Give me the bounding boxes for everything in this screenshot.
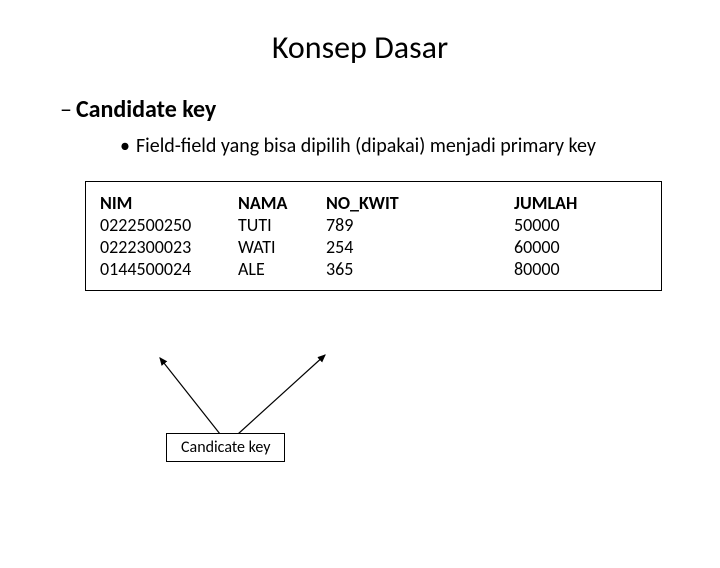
table-cell: 254 bbox=[326, 236, 446, 258]
table-cell: 365 bbox=[326, 258, 446, 280]
column-header: NIM bbox=[100, 192, 220, 214]
column-jumlah: JUMLAH 50000 60000 80000 bbox=[514, 192, 604, 280]
bullet-icon: • bbox=[120, 134, 130, 158]
column-nim: NIM 0222500250 0222300023 0144500024 bbox=[100, 192, 220, 280]
data-table: NIM 0222500250 0222300023 0144500024 NAM… bbox=[100, 192, 643, 280]
table-cell: 50000 bbox=[514, 214, 604, 236]
table-cell: ALE bbox=[238, 258, 308, 280]
table-cell: 0222500250 bbox=[100, 214, 220, 236]
subheading-text: Candidate key bbox=[76, 95, 216, 124]
arrow-line bbox=[238, 355, 325, 434]
page-title: Konsep Dasar bbox=[0, 28, 720, 67]
description: •Field-field yang bisa dipilih (dipakai)… bbox=[120, 134, 660, 159]
table-cell: 0222300023 bbox=[100, 236, 220, 258]
column-header: NAMA bbox=[238, 192, 308, 214]
column-header: JUMLAH bbox=[514, 192, 604, 214]
description-text: Field-field yang bisa dipilih (dipakai) … bbox=[136, 134, 596, 158]
table-cell: TUTI bbox=[238, 214, 308, 236]
table-cell: 60000 bbox=[514, 236, 604, 258]
table-box: NIM 0222500250 0222300023 0144500024 NAM… bbox=[85, 181, 662, 291]
table-cell: WATI bbox=[238, 236, 308, 258]
arrow-line bbox=[160, 358, 220, 434]
table-cell: 80000 bbox=[514, 258, 604, 280]
table-cell: 0144500024 bbox=[100, 258, 220, 280]
column-nokwit: NO_KWIT 789 254 365 bbox=[326, 192, 446, 280]
subheading: –Candidate key bbox=[60, 95, 720, 124]
candidate-key-label: Candicate key bbox=[181, 438, 270, 457]
dash-icon: – bbox=[60, 95, 72, 124]
candidate-key-label-box: Candicate key bbox=[166, 433, 285, 462]
table-cell: 789 bbox=[326, 214, 446, 236]
column-nama: NAMA TUTI WATI ALE bbox=[238, 192, 308, 280]
column-header: NO_KWIT bbox=[326, 192, 446, 214]
